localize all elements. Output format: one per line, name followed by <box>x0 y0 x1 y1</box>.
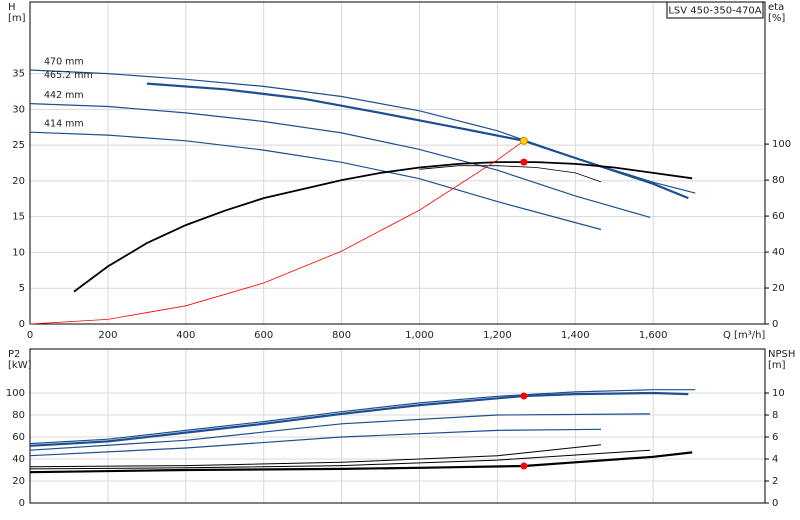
x-tick-label: 0 <box>27 330 33 341</box>
x-tick-label: 1,400 <box>561 330 590 341</box>
curve-label: 442 mm <box>44 90 84 101</box>
y-tick-label: 35 <box>12 69 25 80</box>
y-tick-label: 80 <box>12 410 25 421</box>
y2-tick-label: 10 <box>772 388 785 399</box>
y-tick-label: 0 <box>19 498 25 509</box>
y-tick-label: 20 <box>12 176 25 187</box>
operating-point <box>519 136 528 145</box>
plot-frame <box>29 1 766 325</box>
y-tick-label: 30 <box>12 104 25 115</box>
plot-frame <box>29 348 766 504</box>
y2-tick-label: 40 <box>772 247 785 258</box>
y2-tick-label: 8 <box>772 410 778 421</box>
curve-label: 470 mm <box>44 56 84 67</box>
curve <box>419 165 602 183</box>
y-tick-label: 40 <box>12 454 25 465</box>
y2-tick-label: 0 <box>772 319 778 330</box>
operating-point <box>520 462 528 470</box>
operating-point <box>520 392 528 400</box>
curve <box>146 82 689 200</box>
curve <box>29 451 693 474</box>
x-tick-label: 1,600 <box>639 330 668 341</box>
y2-axis-label: eta <box>768 2 784 13</box>
curve <box>29 389 696 445</box>
y2-tick-label: 4 <box>772 454 778 465</box>
y-axis-label: P2 <box>8 349 20 360</box>
y2-axis-label: NPSH <box>768 349 795 360</box>
x-tick-label: 1,000 <box>405 330 434 341</box>
curve <box>29 140 525 325</box>
curve <box>29 428 602 457</box>
x-tick-label: 1,200 <box>483 330 512 341</box>
title-box <box>666 1 764 19</box>
y-tick-label: 0 <box>19 319 25 330</box>
chart-title: LSV 450-350-470A <box>668 6 761 17</box>
x-tick-label: 200 <box>98 330 117 341</box>
y-tick-label: 25 <box>12 140 25 151</box>
y-axis-label: H <box>8 2 16 13</box>
y2-tick-label: 80 <box>772 175 785 186</box>
curve <box>29 413 651 451</box>
y-tick-label: 5 <box>19 283 25 294</box>
y2-tick-label: 60 <box>772 211 785 222</box>
x-tick-label: 800 <box>332 330 351 341</box>
y-axis-unit: [kW] <box>8 360 32 371</box>
curve <box>29 444 602 468</box>
y-tick-label: 10 <box>12 247 25 258</box>
y2-tick-label: 2 <box>772 476 778 487</box>
y2-axis-unit: [%] <box>768 13 785 24</box>
x-tick-label: 600 <box>254 330 273 341</box>
operating-point <box>520 158 528 166</box>
curve <box>29 69 696 194</box>
curve <box>73 161 693 293</box>
y2-tick-label: 0 <box>772 498 778 509</box>
y-axis-unit: [m] <box>8 13 26 24</box>
y-tick-label: 60 <box>12 432 25 443</box>
curve <box>29 103 651 218</box>
x-tick-label: 400 <box>176 330 195 341</box>
y-tick-label: 100 <box>6 388 25 399</box>
y2-tick-label: 100 <box>772 139 791 150</box>
y2-tick-label: 20 <box>772 283 785 294</box>
y-tick-label: 15 <box>12 212 25 223</box>
curve <box>29 391 689 447</box>
curve <box>29 449 651 470</box>
x-axis-label: Q [m³/h] <box>723 330 765 341</box>
curve-label: 414 mm <box>44 119 84 130</box>
y-tick-label: 20 <box>12 476 25 487</box>
curve <box>29 131 602 231</box>
curve-label: 465.2 mm <box>44 70 93 81</box>
y2-tick-label: 6 <box>772 432 778 443</box>
y2-axis-unit: [m] <box>768 360 786 371</box>
